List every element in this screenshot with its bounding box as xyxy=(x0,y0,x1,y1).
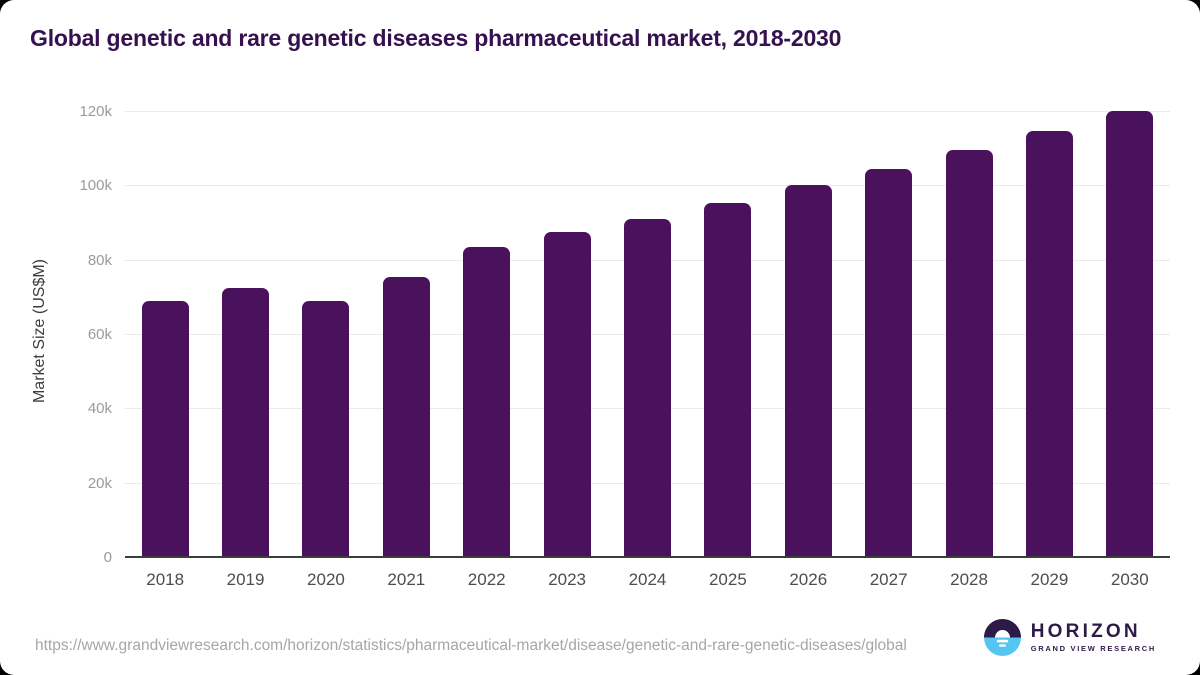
x-tick-label-2021: 2021 xyxy=(387,570,426,589)
x-tick-label-2026: 2026 xyxy=(789,570,828,589)
x-axis-line xyxy=(125,556,1170,558)
gridline-120k xyxy=(125,111,1170,112)
y-tick-label-100k: 100k xyxy=(79,177,112,195)
y-axis-tick-labels: 0 20k 40k 60k 80k 100k 120k xyxy=(0,103,112,565)
bar-2021 xyxy=(382,277,430,558)
bar-2029 xyxy=(1025,131,1073,558)
x-tick-label-2025: 2025 xyxy=(708,570,747,589)
logo-title: HORIZON xyxy=(1030,621,1141,643)
y-tick-label-0: 0 xyxy=(103,549,112,566)
y-tick-label-20k: 20k xyxy=(87,474,112,492)
y-tick-label-80k: 80k xyxy=(87,251,112,269)
bar-2019 xyxy=(222,288,270,558)
bar-2024 xyxy=(624,219,671,558)
horizon-logo: HORIZON GRAND VIEW RESEARCH xyxy=(983,619,1156,656)
source-url: https://www.grandviewresearch.com/horizo… xyxy=(35,637,907,654)
x-tick-label-2029: 2029 xyxy=(1030,570,1069,589)
logo-text: HORIZON GRAND VIEW RESEARCH xyxy=(1031,622,1156,653)
bar-2027 xyxy=(865,168,913,558)
bar-2022 xyxy=(463,247,511,558)
y-tick-label-40k: 40k xyxy=(87,400,112,418)
bar-2023 xyxy=(543,232,591,558)
chart-title: Global genetic and rare genetic diseases… xyxy=(30,25,842,51)
x-tick-label-2024: 2024 xyxy=(628,570,667,589)
footer: https://www.grandviewresearch.com/horizo… xyxy=(0,613,1200,675)
x-axis-tick-labels: 2018 2019 2020 2021 2022 2023 2024 2025 2026 2027… xyxy=(125,570,1170,594)
bar-2028 xyxy=(945,150,993,558)
y-tick-label-60k: 60k xyxy=(87,326,112,343)
x-tick-label-2023: 2023 xyxy=(548,570,587,589)
x-tick-label-2018: 2018 xyxy=(146,570,185,589)
x-tick-label-2030: 2030 xyxy=(1110,570,1149,589)
x-tick-label-2022: 2022 xyxy=(467,570,506,589)
x-tick-label-2027: 2027 xyxy=(869,570,908,589)
x-tick-label-2028: 2028 xyxy=(950,570,988,589)
x-tick-label-2019: 2019 xyxy=(226,570,265,589)
x-tick-label-2020: 2020 xyxy=(307,570,345,589)
horizon-logo-icon xyxy=(983,619,1021,656)
bar-2020 xyxy=(302,301,350,558)
bar-2026 xyxy=(784,185,832,558)
plot-area xyxy=(125,104,1170,558)
gridline-100k xyxy=(125,185,1170,187)
bar-2030 xyxy=(1106,110,1154,558)
bar-2025 xyxy=(704,203,752,558)
logo-subtitle: GRAND VIEW RESEARCH xyxy=(1030,643,1156,653)
y-tick-label-120k: 120k xyxy=(79,103,112,120)
bar-2018 xyxy=(141,300,189,558)
